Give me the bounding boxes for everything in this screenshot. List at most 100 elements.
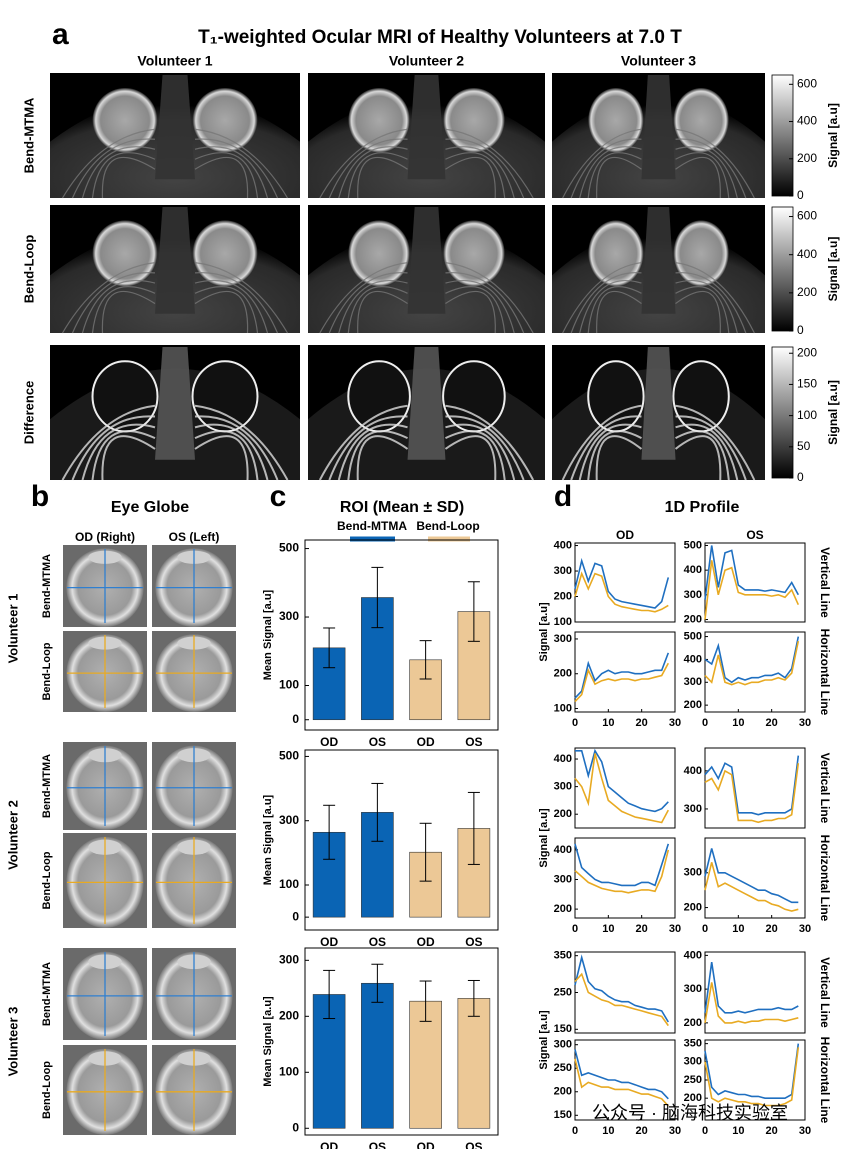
tissue-streak — [675, 291, 721, 334]
tissue-streak — [101, 435, 156, 481]
tissue-streak — [675, 272, 747, 334]
tissue-streak — [579, 146, 642, 199]
nasal-region — [407, 347, 446, 460]
y-tick-label: 0 — [292, 1120, 299, 1134]
panel-letter: c — [270, 480, 287, 513]
tissue-streak — [596, 157, 642, 199]
tissue-streak — [675, 404, 756, 481]
eye-globe — [588, 88, 644, 153]
colorbar — [771, 346, 794, 479]
colorbar-tick-label: 200 — [797, 285, 817, 299]
error-bar — [419, 980, 432, 1022]
tissue-streak — [445, 423, 516, 481]
profile-line — [574, 753, 670, 824]
tissue-streak — [444, 435, 497, 481]
bar — [361, 982, 394, 1129]
y-tick-label: 100 — [279, 678, 299, 692]
tissue-streak — [347, 152, 408, 199]
error-bar — [323, 804, 336, 860]
column-label: OD — [616, 528, 634, 542]
tissue-streak — [675, 157, 721, 199]
colorbar-tick-label: 0 — [797, 470, 804, 484]
colorbar — [771, 206, 794, 332]
colorbar-tick-label: 150 — [797, 377, 817, 391]
tissue-streak — [91, 430, 156, 481]
y-tick-label: 400 — [554, 844, 572, 856]
tissue-streak — [674, 435, 722, 481]
y-tick-label: 200 — [684, 699, 702, 711]
tissue-streak — [445, 286, 506, 334]
tissue-streak — [445, 272, 525, 334]
profile-line — [574, 954, 669, 1023]
tissue-streak — [328, 138, 408, 199]
volunteer-label: Volunteer 1 — [5, 594, 20, 664]
eye-globe — [443, 220, 505, 287]
panel-letter: a — [52, 18, 69, 51]
profile-line — [704, 961, 799, 1014]
eye-globe — [673, 88, 729, 153]
tissue-streak — [570, 138, 642, 199]
axes-frame — [574, 951, 676, 1034]
row-label: Bend-MTMA — [41, 554, 53, 618]
tissue-streak — [675, 138, 747, 199]
axes-frame — [704, 951, 806, 1034]
tissue-streak — [319, 128, 408, 199]
eye-globe — [192, 88, 258, 153]
row-label: Bend-Loop — [21, 235, 36, 304]
x-tick-label: 10 — [732, 923, 744, 935]
row-label: Vertical Line — [818, 957, 832, 1028]
profile-line — [704, 982, 799, 1024]
axes-frame — [574, 631, 676, 713]
error-bar — [419, 640, 432, 680]
y-tick-label: 300 — [684, 983, 702, 995]
bar — [409, 1000, 442, 1129]
profile-line — [704, 755, 800, 816]
y-tick-label: 200 — [279, 1008, 299, 1022]
panel-letter: d — [554, 480, 572, 513]
error-bar — [323, 627, 336, 669]
tissue-streak — [61, 262, 156, 334]
axes-frame — [574, 837, 676, 919]
legend-label: Bend-MTMA — [337, 519, 407, 533]
y-tick-label: 300 — [279, 813, 299, 827]
y-tick-label: 300 — [554, 781, 572, 793]
column-label: OD (Right) — [75, 530, 135, 544]
tissue-streak — [562, 128, 642, 199]
y-tick-label: 200 — [554, 1086, 572, 1098]
x-tick-label: OD — [320, 1140, 338, 1149]
axes-frame — [304, 749, 499, 931]
tissue-streak — [596, 291, 642, 334]
colorbar-label: Signal [a.u] — [826, 237, 840, 302]
volunteer-label: Volunteer 3 — [5, 1007, 20, 1077]
y-tick-label: 350 — [684, 1038, 702, 1050]
y-tick-label: 200 — [554, 668, 572, 680]
axes-frame — [574, 1039, 676, 1121]
volunteer-label: Volunteer 2 — [5, 800, 20, 870]
y-axis-label: Signal [a.u] — [538, 808, 550, 868]
tissue-streak — [445, 138, 525, 199]
colorbar-tick-label: 200 — [797, 345, 817, 359]
error-bar — [467, 581, 480, 642]
tissue-streak — [319, 262, 408, 334]
colorbar-tick-label: 400 — [797, 247, 817, 261]
x-tick-label: OS — [465, 1140, 482, 1149]
x-tick-label: 10 — [602, 923, 614, 935]
x-tick-label: 0 — [572, 1125, 578, 1137]
y-tick-label: 300 — [554, 1039, 572, 1051]
profile-line — [704, 640, 800, 686]
x-tick-label: 0 — [702, 923, 708, 935]
y-tick-label: 100 — [554, 616, 572, 628]
colorbar-tick-label: 0 — [797, 323, 804, 337]
profile-line — [704, 545, 800, 600]
x-tick-label: 0 — [572, 717, 578, 729]
tissue-streak — [194, 156, 249, 199]
tissue-streak — [194, 138, 279, 199]
profile-line — [575, 748, 669, 813]
y-tick-label: 500 — [684, 630, 702, 642]
tissue-streak — [445, 430, 506, 481]
y-tick-label: 100 — [554, 702, 572, 714]
axes-frame — [304, 539, 499, 731]
error-bar — [323, 969, 336, 1020]
x-tick-label: 30 — [669, 923, 681, 935]
